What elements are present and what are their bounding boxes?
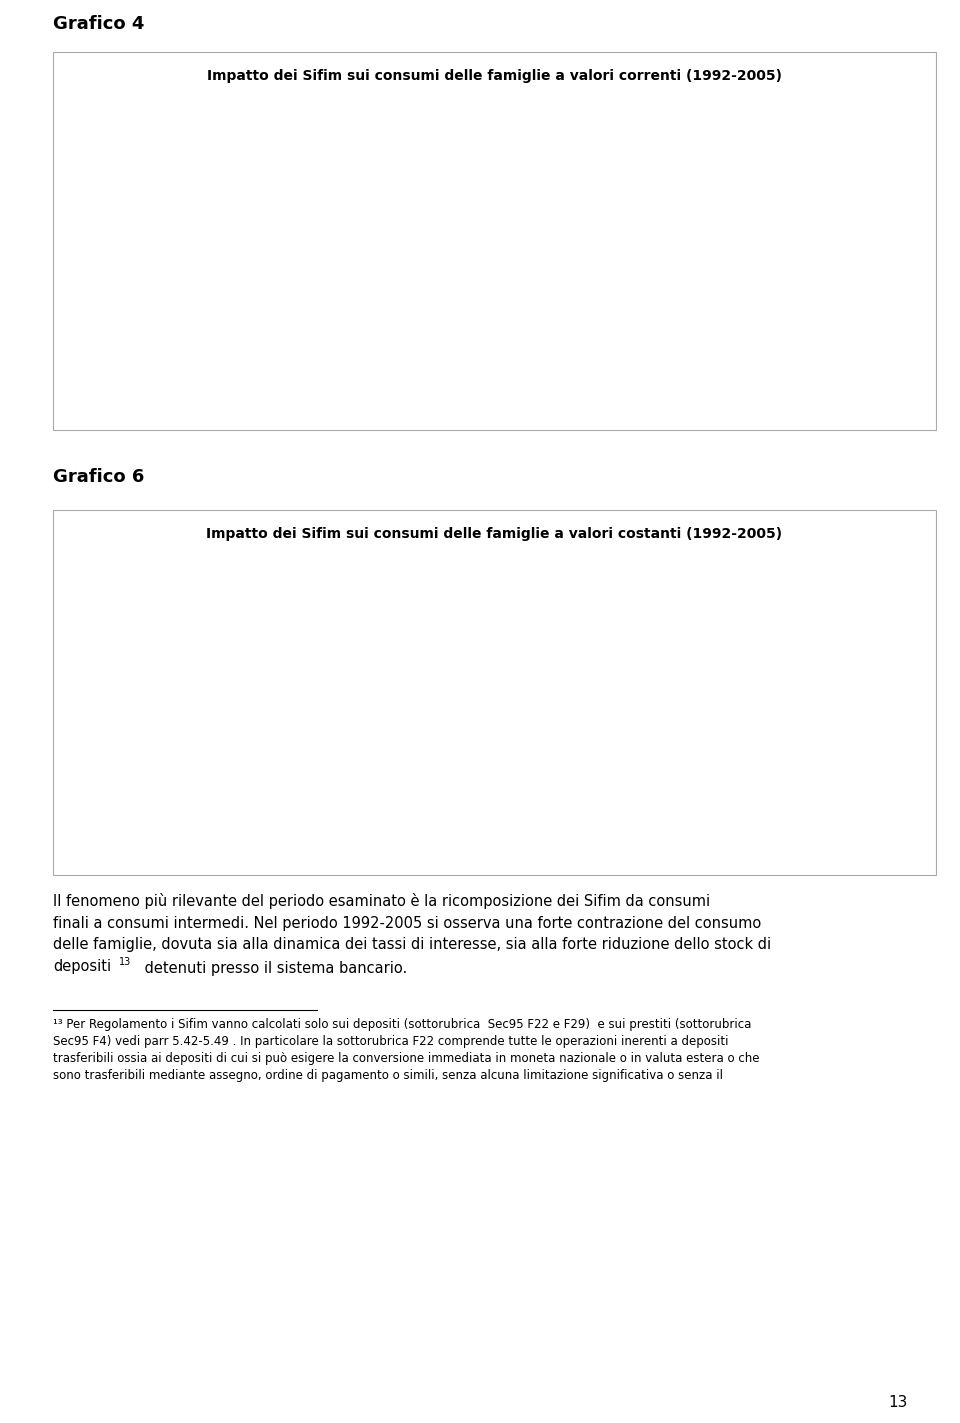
Text: Impatto dei Sifim sui consumi delle famiglie a valori costanti (1992-2005): Impatto dei Sifim sui consumi delle fami… — [206, 527, 782, 541]
Text: Grafico 4: Grafico 4 — [53, 16, 144, 33]
Text: 13: 13 — [888, 1395, 907, 1410]
Text: detenuti presso il sistema bancario.: detenuti presso il sistema bancario. — [140, 961, 407, 976]
Text: Impatto dei Sifim sui consumi delle famiglie a valori correnti (1992-2005): Impatto dei Sifim sui consumi delle fami… — [207, 70, 781, 83]
Text: Il fenomeno più rilevante del periodo esaminato è la ricomposizione dei Sifim da: Il fenomeno più rilevante del periodo es… — [53, 894, 771, 973]
Text: Grafico 6: Grafico 6 — [53, 468, 144, 487]
Text: 13: 13 — [119, 956, 132, 966]
Text: ¹³ Per Regolamento i Sifim vanno calcolati solo sui depositi (sottorubrica  Sec9: ¹³ Per Regolamento i Sifim vanno calcola… — [53, 1017, 759, 1081]
